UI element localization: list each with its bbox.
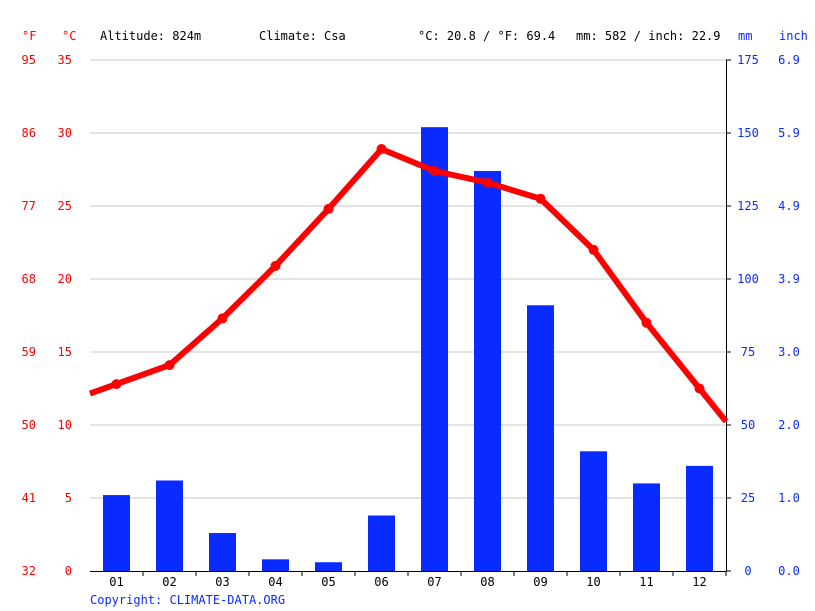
inch-tick-label: 6.9 — [778, 53, 800, 67]
month-label: 11 — [639, 575, 653, 589]
temperature-point — [270, 260, 281, 271]
temperature-point — [694, 383, 705, 394]
temperature-average: °C: 20.8 / °F: 69.4 — [418, 29, 555, 43]
climate-label: Climate: Csa — [259, 29, 346, 43]
inch-tick-label: 3.0 — [778, 345, 800, 359]
precipitation-bar — [209, 533, 236, 571]
month-label: 05 — [321, 575, 335, 589]
copyright-text: Copyright: CLIMATE-DATA.ORG — [90, 593, 285, 607]
fahrenheit-tick-label: 59 — [22, 345, 36, 359]
inch-tick-label: 5.9 — [778, 126, 800, 140]
fahrenheit-tick-label: 41 — [22, 491, 36, 505]
unit-fahrenheit: °F — [22, 29, 36, 43]
month-label: 08 — [480, 575, 494, 589]
temperature-point — [376, 144, 387, 155]
mm-tick-label: 150 — [737, 126, 759, 140]
precipitation-bar — [368, 515, 395, 571]
altitude-label: Altitude: 824m — [100, 29, 201, 43]
inch-tick-label: 4.9 — [778, 199, 800, 213]
celsius-tick-label: 15 — [58, 345, 72, 359]
temperature-point — [641, 317, 652, 328]
fahrenheit-tick-label: 86 — [22, 126, 36, 140]
precipitation-bar — [686, 465, 713, 571]
fahrenheit-tick-label: 95 — [22, 53, 36, 67]
mm-tick-label: 125 — [737, 199, 759, 213]
fahrenheit-tick-label: 77 — [22, 199, 36, 213]
mm-tick-label: 25 — [741, 491, 755, 505]
unit-mm: mm — [738, 29, 752, 43]
inch-tick-label: 0.0 — [778, 564, 800, 578]
temperature-line — [88, 144, 729, 424]
fahrenheit-tick-label: 50 — [22, 418, 36, 432]
fahrenheit-tick-label: 32 — [22, 564, 36, 578]
month-label: 04 — [268, 575, 282, 589]
temperature-point — [111, 379, 122, 390]
celsius-tick-label: 0 — [65, 564, 72, 578]
unit-inch: inch — [779, 29, 808, 43]
unit-celsius: °C — [62, 29, 76, 43]
precipitation-bar — [633, 483, 660, 571]
precipitation-bar — [315, 562, 342, 571]
precipitation-bar — [103, 495, 130, 571]
celsius-tick-label: 25 — [58, 199, 72, 213]
precipitation-bar — [421, 127, 448, 571]
precipitation-bar — [580, 451, 607, 571]
inch-tick-label: 3.9 — [778, 272, 800, 286]
precipitation-bar — [156, 480, 183, 571]
gridlines — [90, 59, 726, 499]
precipitation-bar — [474, 170, 501, 571]
month-label: 06 — [374, 575, 388, 589]
month-label: 03 — [215, 575, 229, 589]
mm-tick-label: 175 — [737, 53, 759, 67]
fahrenheit-tick-label: 68 — [22, 272, 36, 286]
month-label: 09 — [533, 575, 547, 589]
inch-tick-label: 1.0 — [778, 491, 800, 505]
mm-tick-label: 100 — [737, 272, 759, 286]
month-label: 12 — [692, 575, 706, 589]
inch-tick-label: 2.0 — [778, 418, 800, 432]
celsius-tick-label: 5 — [65, 491, 72, 505]
month-label: 01 — [109, 575, 123, 589]
temperature-point — [429, 165, 440, 176]
month-label: 02 — [162, 575, 176, 589]
temperature-point — [588, 244, 599, 255]
celsius-tick-label: 20 — [58, 272, 72, 286]
celsius-tick-label: 10 — [58, 418, 72, 432]
celsius-tick-label: 30 — [58, 126, 72, 140]
celsius-tick-label: 35 — [58, 53, 72, 67]
precipitation-total: mm: 582 / inch: 22.9 — [576, 29, 721, 43]
mm-tick-label: 75 — [741, 345, 755, 359]
temperature-point — [164, 360, 175, 371]
axes — [90, 59, 731, 576]
temperature-point — [482, 177, 493, 188]
temperature-point — [323, 203, 334, 214]
mm-tick-label: 50 — [741, 418, 755, 432]
month-label: 10 — [586, 575, 600, 589]
precipitation-bar — [527, 305, 554, 571]
temperature-line-path — [88, 146, 729, 424]
mm-tick-label: 0 — [744, 564, 751, 578]
temperature-point — [217, 313, 228, 324]
temperature-point — [535, 193, 546, 204]
precipitation-bars — [103, 127, 713, 571]
precipitation-bar — [262, 559, 289, 571]
month-label: 07 — [427, 575, 441, 589]
